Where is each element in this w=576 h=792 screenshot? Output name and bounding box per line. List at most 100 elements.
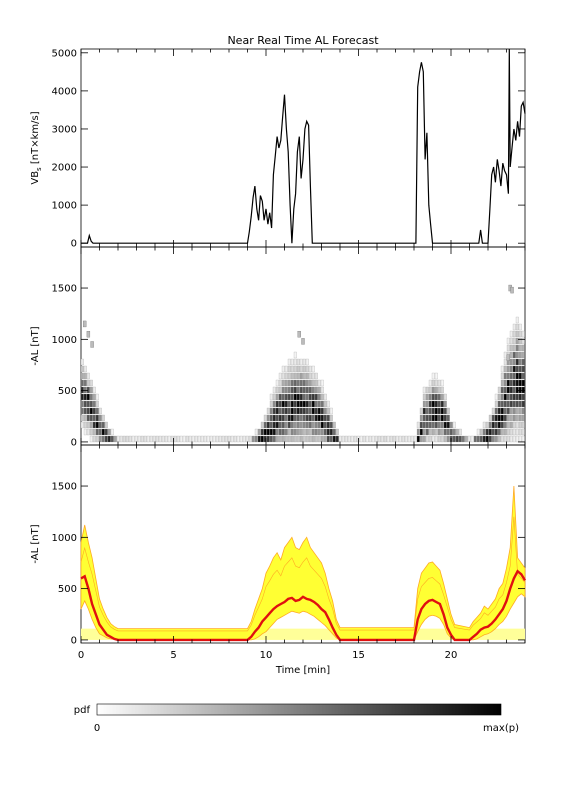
pdf-cell [449, 428, 453, 436]
pdf-cell [305, 358, 309, 366]
pdf-cell [437, 400, 441, 408]
pdf-cell [512, 344, 516, 352]
panel-vbs-ylabel: VBs [nT×km/s] [30, 111, 43, 184]
pdf-cell [284, 407, 288, 415]
pdf-cell [431, 379, 435, 387]
pdf-cell [89, 400, 93, 408]
pdf-cell [293, 421, 297, 429]
pdf-cell [491, 428, 495, 436]
pdf-cell [281, 414, 285, 422]
pdf-cell [434, 428, 438, 436]
pdf-cell [203, 435, 207, 443]
pdf-cell [287, 365, 291, 373]
pdf-cell [110, 435, 114, 443]
pdf-cell [443, 414, 447, 422]
pdf-cell [500, 379, 504, 387]
pdf-cell [431, 407, 435, 415]
pdf-cell [383, 435, 387, 443]
pdf-cell [494, 428, 498, 436]
pdf-cell [479, 428, 483, 436]
pdf-cell [332, 435, 336, 443]
pdf-cell [311, 400, 315, 408]
pdf-cell [281, 400, 285, 408]
pdf-cell [299, 400, 303, 408]
pdf-cell [227, 435, 231, 443]
pdf-cell [482, 435, 486, 443]
pdf-cell [221, 435, 225, 443]
pdf-cell [317, 400, 321, 408]
panel-forecast-ylabel: -AL [nT] [30, 524, 41, 563]
pdf-cell [305, 386, 309, 394]
pdf-cell [80, 379, 84, 387]
pdf-cell [284, 365, 288, 373]
pdf-cell [317, 428, 321, 436]
pdf-cell [509, 428, 513, 436]
pdf-cell [425, 414, 429, 422]
pdf-cell [278, 421, 282, 429]
pdf-cell [407, 435, 411, 443]
pdf-cell [293, 407, 297, 415]
pdf-cell [302, 414, 306, 422]
pdf-cell [173, 435, 177, 443]
pdf-cell [323, 435, 327, 443]
pdf-cell [320, 386, 324, 394]
pdf-cell [518, 421, 522, 429]
pdf-cell [428, 393, 432, 401]
pdf-cell [317, 421, 321, 429]
pdf-cell [515, 407, 519, 415]
panel-vbs-ytick-label: 3000 [52, 124, 77, 135]
pdf-cell [305, 372, 309, 380]
pdf-cell [419, 435, 423, 443]
pdf-cell [422, 421, 426, 429]
pdf-cell [509, 351, 513, 359]
pdf-cell [287, 386, 291, 394]
pdf-cell [89, 421, 93, 429]
pdf-cell [509, 400, 513, 408]
pdf-cell [155, 435, 159, 443]
pdf-cell [515, 358, 519, 366]
pdf-cell [428, 386, 432, 394]
pdf-cell [506, 421, 510, 429]
pdf-cell [281, 365, 285, 373]
pdf-cell [89, 428, 93, 436]
pdf-cell [329, 407, 333, 415]
pdf-cell [266, 414, 270, 422]
pdf-cell [509, 337, 513, 345]
pdf-cell [461, 435, 465, 443]
pdf-cell [260, 435, 264, 443]
pdf-cell [269, 407, 273, 415]
pdf-cell [476, 428, 480, 436]
pdf-cell [317, 407, 321, 415]
pdf-cell [494, 435, 498, 443]
pdf-cell [497, 428, 501, 436]
pdf-cell [290, 407, 294, 415]
pdf-cell [497, 386, 501, 394]
pdf-cell [323, 428, 327, 436]
pdf-cell [107, 435, 111, 443]
pdf-cell [509, 358, 513, 366]
pdf-cell [164, 435, 168, 443]
pdf-cell [311, 421, 315, 429]
panel-forecast-xlabel: Time [min] [275, 665, 330, 676]
pdf-cell [194, 435, 198, 443]
pdf-cell [281, 386, 285, 394]
pdf-cell [521, 414, 525, 422]
pdf-cell [311, 372, 315, 380]
pdf-cell [299, 428, 303, 436]
pdf-cell [518, 351, 522, 359]
pdf-cell [287, 379, 291, 387]
pdf-cell [512, 337, 516, 345]
pdf-cell [281, 379, 285, 387]
pdf-cell [299, 358, 303, 366]
pdf-cell [311, 435, 315, 443]
pdf-cell [473, 435, 477, 443]
panel-forecast: 0 500 1000 1500 0 5 10 15 20 -AL [nT] Time [min] [30, 444, 527, 676]
pdf-cell [323, 407, 327, 415]
pdf-cell [521, 428, 525, 436]
pdf-cell [113, 435, 117, 443]
pdf-cell [314, 414, 318, 422]
pdf-cell [323, 400, 327, 408]
pdf-cell [293, 379, 297, 387]
pdf-cell [263, 435, 267, 443]
pdf-cell [305, 379, 309, 387]
